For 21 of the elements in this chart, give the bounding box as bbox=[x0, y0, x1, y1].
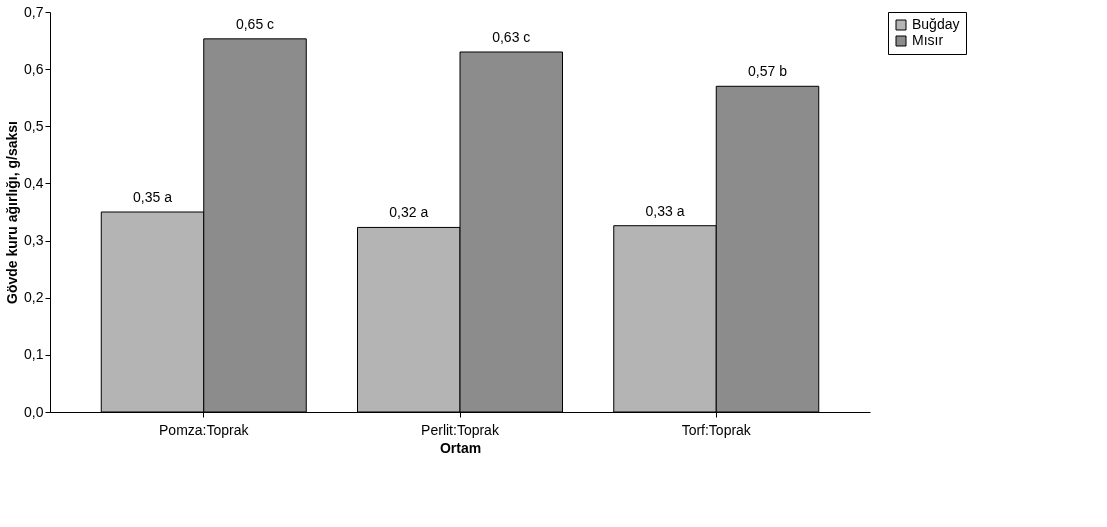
x-tick-label: Perlit:Toprak bbox=[421, 421, 500, 438]
y-axis-title: Gövde kuru ağırlığı, g/saksı bbox=[4, 121, 21, 304]
data-label: 0,65 c bbox=[235, 15, 275, 32]
data-label: 0,33 a bbox=[645, 202, 685, 219]
x-axis-title: Ortam bbox=[439, 439, 482, 456]
y-tick-label: 0,0 bbox=[24, 403, 44, 420]
y-tick-label: 0,3 bbox=[24, 232, 44, 249]
x-tick-label: Torf:Toprak bbox=[681, 421, 752, 438]
legend-label: Mısır bbox=[912, 32, 944, 48]
legend-label: Buğday bbox=[912, 16, 960, 32]
y-tick-label: 0,5 bbox=[24, 117, 44, 134]
y-tick-label: 0,4 bbox=[24, 174, 44, 191]
data-label: 0,35 a bbox=[133, 189, 173, 205]
y-tick-label: 0,2 bbox=[24, 289, 44, 306]
data-label: 0,57 b bbox=[748, 63, 788, 80]
data-label: 0,63 c bbox=[492, 29, 531, 45]
x-tick-label: Pomza:Toprak bbox=[159, 421, 250, 438]
data-label: 0,32 a bbox=[389, 204, 429, 221]
y-tick-label: 0,6 bbox=[24, 60, 44, 77]
y-tick-label: 0,7 bbox=[24, 3, 44, 20]
y-tick-label: 0,1 bbox=[24, 346, 44, 363]
